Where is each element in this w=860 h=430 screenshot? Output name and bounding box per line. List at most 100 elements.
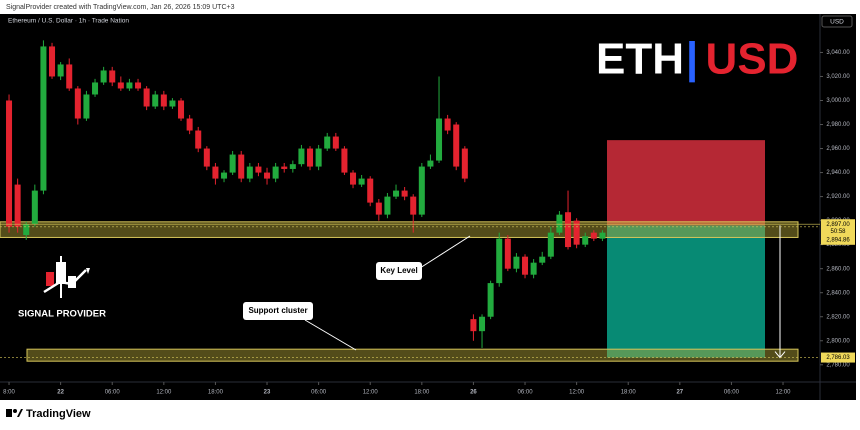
candle-body	[556, 214, 563, 233]
x-tick-label: 8:00	[3, 390, 15, 396]
x-tick-label: 06:00	[105, 390, 121, 396]
candle-body	[281, 166, 288, 169]
candle-body	[255, 166, 262, 173]
candle-body	[212, 166, 219, 179]
candle-body	[427, 160, 434, 167]
tv-logo-text: TradingView	[26, 408, 91, 420]
candle-body	[83, 94, 90, 119]
brand-name: SIGNAL PROVIDER	[18, 309, 106, 320]
brand-logo	[43, 256, 90, 298]
stop-zone	[607, 140, 765, 226]
candle-body	[315, 148, 322, 167]
candle-body	[573, 220, 580, 245]
candle-body	[547, 232, 554, 257]
y-tick-label: 2,980.00	[826, 122, 850, 128]
support-label: Support cluster	[248, 306, 307, 315]
x-tick-label: 23	[264, 390, 271, 396]
callout-line	[419, 235, 471, 269]
candle-body	[169, 100, 176, 107]
x-tick-label: 12:00	[776, 390, 792, 396]
candle-body	[272, 166, 279, 179]
callout-box	[243, 302, 313, 320]
y-tick-label: 2,780.00	[826, 362, 850, 368]
price-label-box	[821, 234, 855, 245]
price-label: 2,894.86	[826, 237, 850, 243]
candle-body	[66, 64, 73, 89]
x-tick-label: 26	[470, 390, 477, 396]
candle-body	[238, 154, 245, 179]
price-label-box	[821, 352, 855, 363]
candle-body	[530, 262, 537, 275]
candle-body	[100, 70, 107, 83]
candle-body	[393, 190, 400, 197]
candle-body	[289, 164, 296, 169]
candle-body	[186, 118, 193, 131]
price-label: 2,786.03	[826, 355, 850, 361]
x-tick-label: 06:00	[311, 390, 327, 396]
candle-body	[513, 256, 520, 269]
candle-body	[332, 136, 339, 149]
candle-body	[384, 196, 391, 215]
candle-body	[487, 283, 494, 317]
candle-body	[49, 46, 56, 77]
x-tick-label: 22	[57, 390, 64, 396]
candle-body	[470, 319, 477, 332]
candle-body	[178, 100, 185, 119]
x-tick-label: 06:00	[518, 390, 534, 396]
candle-body	[74, 88, 81, 119]
y-tick-label: 2,880.00	[826, 242, 850, 248]
candle-body	[358, 178, 365, 185]
y-tick-label: 2,820.00	[826, 314, 850, 320]
candle-body	[6, 100, 13, 227]
candle-body	[23, 224, 30, 236]
candle-body	[126, 82, 133, 89]
candle-body	[461, 148, 468, 179]
x-tick-label: 12:00	[569, 390, 585, 396]
y-tick-label: 2,800.00	[826, 338, 850, 344]
badge-quote: USD	[706, 35, 799, 84]
candle-body	[453, 124, 460, 167]
zone	[0, 221, 799, 238]
plot-area: 2,780.00 2,800.00 2,820.00 2,840.00 2,860.00…	[0, 14, 856, 400]
y-tick-label: 2,960.00	[826, 146, 850, 152]
candle-body	[341, 148, 348, 173]
badge-separator: |	[686, 34, 698, 84]
tv-logo	[6, 409, 23, 417]
candle-body	[229, 154, 236, 173]
credit: SignalProvider created with TradingView.…	[6, 4, 235, 11]
zone	[26, 348, 799, 362]
candle-body	[418, 166, 425, 215]
x-tick-label: 12:00	[156, 390, 172, 396]
candle-body	[590, 232, 597, 239]
candle-body	[367, 178, 374, 203]
x-tick-label: 12:00	[363, 390, 379, 396]
x-tick-label: 18:00	[414, 390, 430, 396]
x-tick-label: 27	[676, 390, 683, 396]
candle-body	[152, 94, 159, 107]
candle-body	[375, 202, 382, 215]
chart-title: Ethereum / U.S. Dollar · 1h · Trade Nati…	[8, 18, 129, 25]
candle-body	[307, 148, 314, 167]
y-tick-label: 3,000.00	[826, 98, 850, 104]
y-tick-label: 2,860.00	[826, 266, 850, 272]
candle-body	[350, 172, 357, 185]
x-tick-label: 18:00	[621, 390, 637, 396]
candle-body	[135, 82, 142, 89]
y-tick-label: 2,920.00	[826, 194, 850, 200]
candle-body	[14, 184, 21, 227]
candle-body	[565, 212, 572, 248]
candle-body	[117, 82, 124, 89]
target-zone	[607, 225, 765, 358]
candle-body	[479, 316, 486, 332]
candle-body	[246, 166, 253, 179]
candle-body	[195, 130, 202, 149]
candle-body	[444, 118, 451, 131]
candle-body	[57, 64, 64, 77]
countdown: 50:58	[830, 229, 846, 235]
badge-base: ETH	[596, 35, 684, 84]
price-label-box	[821, 219, 855, 230]
candle-body	[143, 88, 150, 107]
candle-body	[298, 148, 305, 165]
y-tick-label: 3,040.00	[826, 50, 850, 56]
